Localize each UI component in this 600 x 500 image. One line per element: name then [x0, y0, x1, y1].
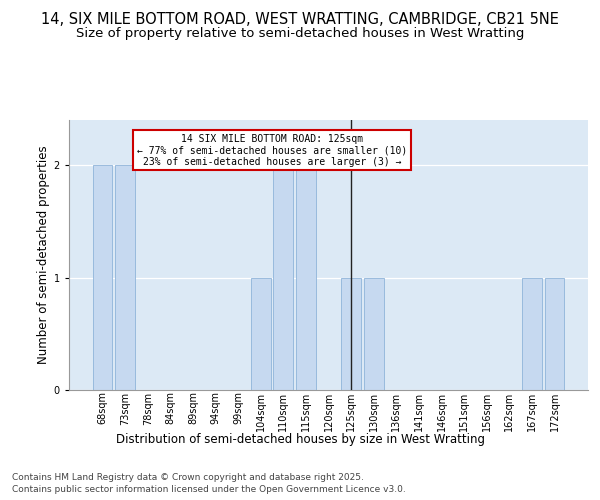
Bar — [545, 278, 565, 390]
Bar — [274, 165, 293, 390]
Text: Distribution of semi-detached houses by size in West Wratting: Distribution of semi-detached houses by … — [115, 432, 485, 446]
Y-axis label: Number of semi-detached properties: Number of semi-detached properties — [37, 146, 50, 364]
Text: Size of property relative to semi-detached houses in West Wratting: Size of property relative to semi-detach… — [76, 28, 524, 40]
Bar — [364, 278, 383, 390]
Bar — [296, 165, 316, 390]
Bar — [115, 165, 135, 390]
Text: Contains public sector information licensed under the Open Government Licence v3: Contains public sector information licen… — [12, 485, 406, 494]
Text: 14, SIX MILE BOTTOM ROAD, WEST WRATTING, CAMBRIDGE, CB21 5NE: 14, SIX MILE BOTTOM ROAD, WEST WRATTING,… — [41, 12, 559, 28]
Text: 14 SIX MILE BOTTOM ROAD: 125sqm
← 77% of semi-detached houses are smaller (10)
2: 14 SIX MILE BOTTOM ROAD: 125sqm ← 77% of… — [137, 134, 407, 166]
Bar — [522, 278, 542, 390]
Bar — [251, 278, 271, 390]
Bar — [92, 165, 112, 390]
Bar — [341, 278, 361, 390]
Text: Contains HM Land Registry data © Crown copyright and database right 2025.: Contains HM Land Registry data © Crown c… — [12, 472, 364, 482]
